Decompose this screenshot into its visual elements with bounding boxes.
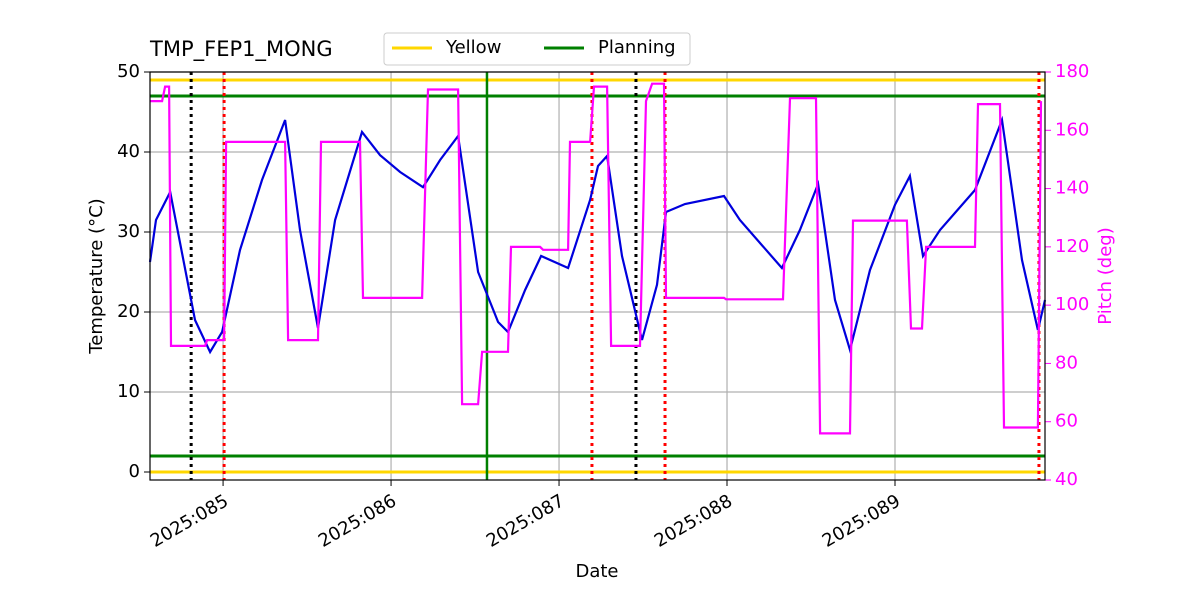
y2-tick-label: 100 — [1055, 294, 1089, 315]
x-tick-label: 2025:089 — [819, 490, 904, 551]
y2-tick-label: 120 — [1055, 236, 1089, 257]
y2-tick-label: 80 — [1055, 352, 1078, 373]
y2-tick-label: 180 — [1055, 61, 1089, 82]
y-tick-label: 40 — [117, 141, 140, 162]
legend-label: Planning — [598, 37, 676, 58]
y-axis-label: Temperature (°C) — [86, 198, 107, 354]
y-tick-label: 50 — [117, 61, 140, 82]
legend-box — [383, 32, 691, 66]
y2-axis-label: Pitch (deg) — [1095, 227, 1116, 325]
y-tick-label: 20 — [117, 301, 140, 322]
legend-label: Yellow — [445, 37, 501, 58]
x-tick-label: 2025:087 — [483, 490, 568, 551]
x-tick-label: 2025:085 — [147, 490, 232, 551]
legend: Yellow Planning — [383, 32, 691, 66]
y-tick-label: 0 — [129, 461, 140, 482]
x-axis-label: Date — [575, 561, 618, 582]
y2-tick-label: 140 — [1055, 178, 1089, 199]
data-line — [150, 82, 1043, 435]
data-line — [148, 115, 1047, 355]
y2-tick-label: 40 — [1055, 469, 1078, 490]
chart-title: TMP_FEP1_MONG — [149, 37, 333, 62]
y-tick-label: 30 — [117, 221, 140, 242]
x-tick-label: 2025:086 — [315, 490, 400, 551]
plot-frame — [149, 71, 1046, 481]
y-tick-label: 10 — [117, 381, 140, 402]
y2-tick-label: 60 — [1055, 411, 1078, 432]
x-tick-label: 2025:088 — [651, 490, 736, 551]
y2-tick-label: 160 — [1055, 119, 1089, 140]
